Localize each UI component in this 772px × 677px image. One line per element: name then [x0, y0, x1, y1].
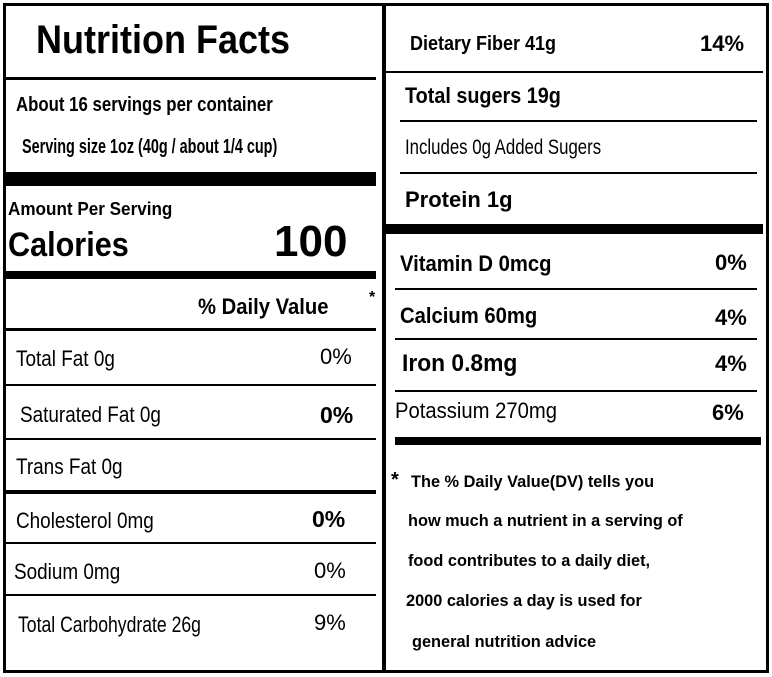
nutrition-label — [3, 3, 769, 673]
row-rule — [395, 338, 757, 340]
footnote-line: general nutrition advice — [412, 632, 597, 651]
column-divider — [382, 3, 386, 673]
potassium-thick-rule — [395, 437, 761, 445]
row-rule-thick — [6, 490, 376, 494]
row-rule — [6, 384, 376, 386]
row-rule — [386, 71, 763, 73]
saturated-fat-label: Saturated Fat 0g — [20, 402, 161, 427]
sodium-pct: 0% — [314, 558, 346, 583]
row-rule — [400, 172, 757, 174]
serving-size: Serving size 1oz (40g / about 1/4 cup) — [22, 136, 278, 158]
dietary-fiber-pct: 14% — [700, 31, 745, 56]
title-rule — [6, 77, 376, 80]
row-rule — [6, 438, 376, 440]
amount-per-serving: Amount Per Serving — [8, 199, 173, 219]
protein-thick-rule — [386, 224, 763, 234]
row-rule — [395, 390, 757, 392]
total-carbohydrate-label: Total Carbohydrate 26g — [18, 612, 201, 637]
dietary-fiber-label: Dietary Fiber 41g — [410, 33, 557, 55]
footnote-line: how much a nutrient in a serving of — [408, 511, 683, 530]
row-rule — [6, 542, 376, 544]
calcium-label: Calcium 60mg — [400, 303, 538, 328]
row-rule — [395, 288, 757, 290]
iron-pct: 4% — [715, 351, 747, 376]
daily-value-header: % Daily Value — [198, 294, 329, 319]
servings-per-container: About 16 servings per container — [16, 94, 273, 116]
row-rule — [6, 594, 376, 596]
potassium-pct: 6% — [712, 400, 744, 425]
footnote-asterisk: * — [391, 469, 399, 491]
total-fat-label: Total Fat 0g — [16, 346, 115, 371]
row-rule — [400, 120, 757, 122]
daily-value-asterisk: * — [369, 289, 376, 306]
total-fat-pct: 0% — [320, 344, 352, 369]
total-sugars-label: Total sugers 19g — [405, 83, 561, 108]
calories-label: Calories — [8, 226, 129, 264]
footnote-line: food contributes to a daily diet, — [408, 551, 651, 570]
daily-value-rule — [6, 328, 376, 331]
sodium-label: Sodium 0mg — [14, 559, 121, 584]
total-carbohydrate-pct: 9% — [314, 610, 346, 635]
iron-label: Iron 0.8mg — [402, 350, 518, 377]
cholesterol-label: Cholesterol 0mg — [16, 508, 154, 533]
cholesterol-pct: 0% — [312, 506, 346, 532]
added-sugars-label: Includes 0g Added Sugers — [405, 136, 602, 159]
vitamin-d-label: Vitamin D 0mcg — [400, 251, 552, 276]
calories-thick-rule — [6, 271, 376, 279]
nutrition-facts-title: Nutrition Facts — [36, 18, 291, 62]
calories-value: 100 — [274, 217, 348, 266]
trans-fat-label: Trans Fat 0g — [16, 454, 123, 479]
serving-thick-rule — [6, 172, 376, 186]
protein-label: Protein 1g — [405, 187, 513, 212]
footnote-line: 2000 calories a day is used for — [406, 591, 642, 610]
vitamin-d-pct: 0% — [715, 250, 747, 275]
saturated-fat-pct: 0% — [320, 402, 354, 428]
footnote-line: The % Daily Value(DV) tells you — [411, 472, 655, 491]
calcium-pct: 4% — [715, 305, 747, 330]
potassium-label: Potassium 270mg — [395, 398, 558, 423]
